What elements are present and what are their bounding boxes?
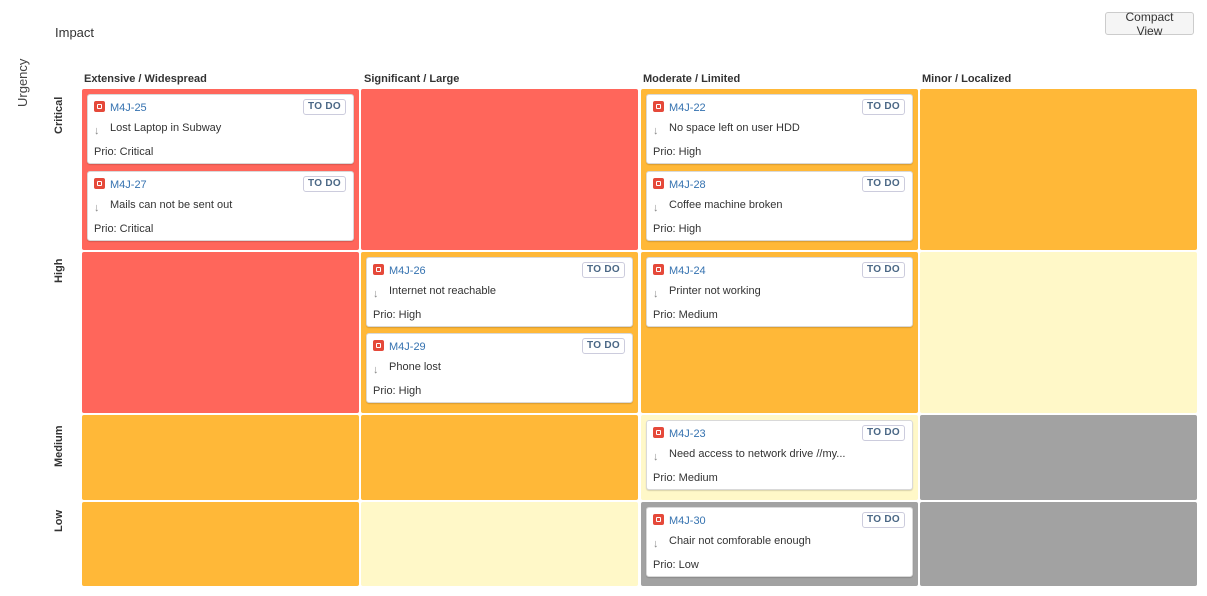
impact-label: Impact bbox=[55, 25, 95, 40]
column-header-extensive: Extensive / Widespread bbox=[84, 73, 207, 85]
issue-card[interactable]: M4J-24 TO DO ↓ Printer not working Prio:… bbox=[646, 257, 913, 327]
issue-type-icon bbox=[373, 340, 384, 351]
issue-key-link[interactable]: M4J-30 bbox=[669, 515, 706, 527]
priority-arrow-down-icon: ↓ bbox=[653, 202, 659, 214]
issue-key-link[interactable]: M4J-29 bbox=[389, 341, 426, 353]
issue-card[interactable]: M4J-26 TO DO ↓ Internet not reachable Pr… bbox=[366, 257, 633, 327]
issue-type-icon bbox=[653, 101, 664, 112]
issue-type-icon bbox=[653, 427, 664, 438]
priority-arrow-down-icon: ↓ bbox=[653, 451, 659, 463]
issue-type-icon bbox=[653, 264, 664, 275]
issue-summary: Lost Laptop in Subway bbox=[110, 122, 222, 134]
issue-card[interactable]: M4J-22 TO DO ↓ No space left on user HDD… bbox=[646, 94, 913, 164]
priority-arrow-down-icon: ↓ bbox=[373, 288, 379, 300]
issue-priority: Prio: Low bbox=[653, 559, 699, 571]
issue-type-icon bbox=[94, 178, 105, 189]
issue-key-link[interactable]: M4J-26 bbox=[389, 265, 426, 277]
matrix-cell-critical-minor bbox=[920, 89, 1197, 250]
issue-priority: Prio: High bbox=[373, 385, 422, 397]
matrix-cell-high-moderate: M4J-24 TO DO ↓ Printer not working Prio:… bbox=[641, 252, 918, 413]
status-badge: TO DO bbox=[862, 262, 905, 278]
issue-card[interactable]: M4J-29 TO DO ↓ Phone lost Prio: High bbox=[366, 333, 633, 403]
status-badge: TO DO bbox=[862, 99, 905, 115]
issue-key-link[interactable]: M4J-22 bbox=[669, 102, 706, 114]
issue-priority: Prio: Medium bbox=[653, 472, 718, 484]
matrix-cell-medium-significant bbox=[361, 415, 638, 500]
status-badge: TO DO bbox=[582, 338, 625, 354]
issue-priority: Prio: Medium bbox=[653, 309, 718, 321]
status-badge: TO DO bbox=[303, 99, 346, 115]
issue-type-icon bbox=[653, 514, 664, 525]
issue-type-icon bbox=[373, 264, 384, 275]
matrix-cell-medium-minor bbox=[920, 415, 1197, 500]
matrix-cell-high-minor bbox=[920, 252, 1197, 413]
column-header-significant: Significant / Large bbox=[364, 73, 460, 85]
matrix-cell-critical-moderate: M4J-22 TO DO ↓ No space left on user HDD… bbox=[641, 89, 918, 250]
matrix-cell-low-significant bbox=[361, 502, 638, 586]
issue-card[interactable]: M4J-30 TO DO ↓ Chair not comforable enou… bbox=[646, 507, 913, 577]
matrix-cell-critical-significant bbox=[361, 89, 638, 250]
priority-arrow-down-icon: ↓ bbox=[373, 364, 379, 376]
issue-summary: Chair not comforable enough bbox=[669, 535, 811, 547]
issue-type-icon bbox=[94, 101, 105, 112]
status-badge: TO DO bbox=[582, 262, 625, 278]
row-header-low: Low bbox=[53, 510, 65, 532]
issue-card[interactable]: M4J-28 TO DO ↓ Coffee machine broken Pri… bbox=[646, 171, 913, 241]
row-header-high: High bbox=[53, 258, 65, 283]
matrix-cell-high-significant: M4J-26 TO DO ↓ Internet not reachable Pr… bbox=[361, 252, 638, 413]
issue-summary: Mails can not be sent out bbox=[110, 199, 233, 211]
issue-card[interactable]: M4J-25 TO DO ↓ Lost Laptop in Subway Pri… bbox=[87, 94, 354, 164]
issue-summary: Coffee machine broken bbox=[669, 199, 783, 211]
status-badge: TO DO bbox=[862, 176, 905, 192]
matrix-cell-low-extensive bbox=[82, 502, 359, 586]
column-header-moderate: Moderate / Limited bbox=[643, 73, 741, 85]
issue-priority: Prio: High bbox=[653, 146, 702, 158]
status-badge: TO DO bbox=[303, 176, 346, 192]
column-header-minor: Minor / Localized bbox=[922, 73, 1012, 85]
issue-priority: Prio: High bbox=[373, 309, 422, 321]
priority-arrow-down-icon: ↓ bbox=[653, 288, 659, 300]
row-header-medium: Medium bbox=[53, 425, 65, 467]
status-badge: TO DO bbox=[862, 512, 905, 528]
issue-summary: No space left on user HDD bbox=[669, 122, 800, 134]
issue-type-icon bbox=[653, 178, 664, 189]
priority-arrow-down-icon: ↓ bbox=[94, 125, 100, 137]
urgency-label: Urgency bbox=[15, 58, 30, 107]
issue-key-link[interactable]: M4J-23 bbox=[669, 428, 706, 440]
priority-arrow-down-icon: ↓ bbox=[653, 538, 659, 550]
issue-summary: Need access to network drive //my... bbox=[669, 448, 846, 460]
issue-card[interactable]: M4J-23 TO DO ↓ Need access to network dr… bbox=[646, 420, 913, 490]
issue-key-link[interactable]: M4J-27 bbox=[110, 179, 147, 191]
matrix-cell-low-moderate: M4J-30 TO DO ↓ Chair not comforable enou… bbox=[641, 502, 918, 586]
matrix-cell-medium-moderate: M4J-23 TO DO ↓ Need access to network dr… bbox=[641, 415, 918, 500]
matrix-cell-high-extensive bbox=[82, 252, 359, 413]
status-badge: TO DO bbox=[862, 425, 905, 441]
matrix-cell-medium-extensive bbox=[82, 415, 359, 500]
issue-priority: Prio: Critical bbox=[94, 223, 154, 235]
issue-priority: Prio: High bbox=[653, 223, 702, 235]
row-header-critical: Critical bbox=[53, 96, 65, 134]
issue-key-link[interactable]: M4J-28 bbox=[669, 179, 706, 191]
matrix-cell-critical-extensive: M4J-25 TO DO ↓ Lost Laptop in Subway Pri… bbox=[82, 89, 359, 250]
matrix-cell-low-minor bbox=[920, 502, 1197, 586]
issue-priority: Prio: Critical bbox=[94, 146, 154, 158]
issue-card[interactable]: M4J-27 TO DO ↓ Mails can not be sent out… bbox=[87, 171, 354, 241]
issue-key-link[interactable]: M4J-24 bbox=[669, 265, 706, 277]
priority-arrow-down-icon: ↓ bbox=[94, 202, 100, 214]
priority-arrow-down-icon: ↓ bbox=[653, 125, 659, 137]
compact-view-button[interactable]: Compact View bbox=[1105, 10, 1194, 38]
issue-summary: Phone lost bbox=[389, 361, 441, 373]
issue-key-link[interactable]: M4J-25 bbox=[110, 102, 147, 114]
issue-summary: Printer not working bbox=[669, 285, 761, 297]
issue-summary: Internet not reachable bbox=[389, 285, 497, 297]
